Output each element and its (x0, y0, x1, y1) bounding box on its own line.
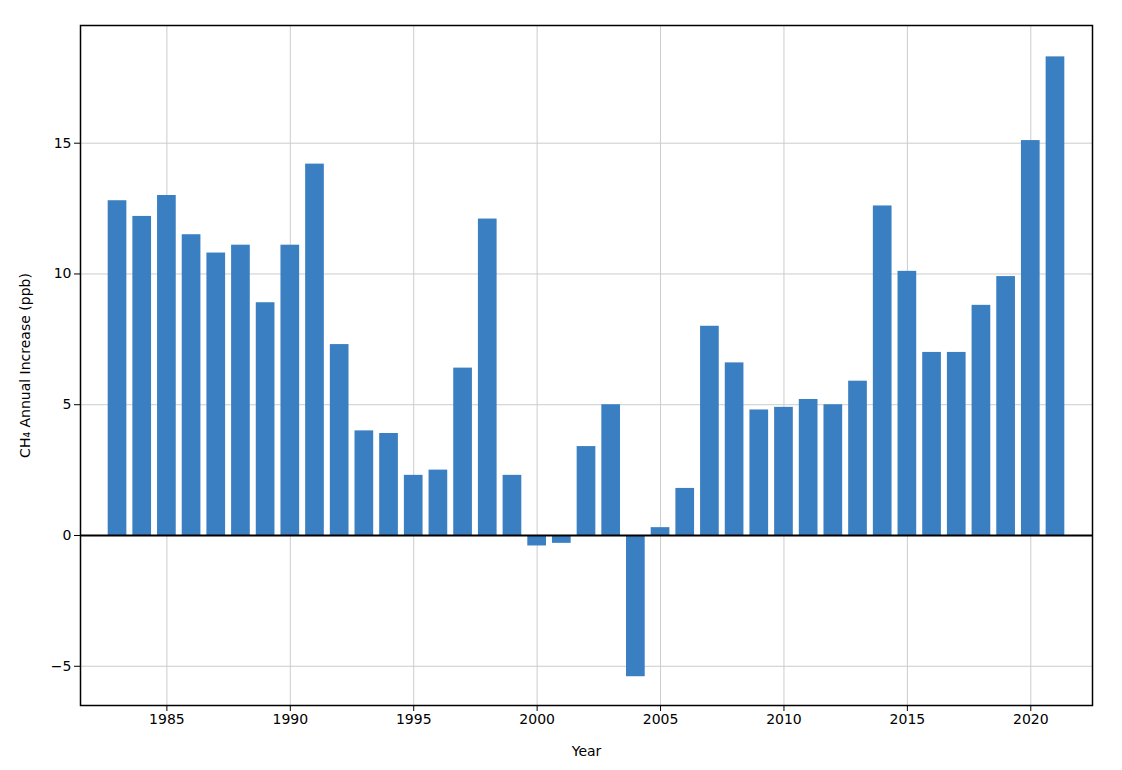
svg-text:−5: −5 (51, 658, 72, 674)
svg-text:0: 0 (63, 527, 72, 543)
svg-text:2005: 2005 (643, 711, 679, 727)
svg-text:2010: 2010 (766, 711, 802, 727)
svg-text:1990: 1990 (272, 711, 308, 727)
svg-text:1995: 1995 (396, 711, 432, 727)
svg-text:15: 15 (54, 135, 72, 151)
svg-text:1985: 1985 (149, 711, 185, 727)
svg-text:5: 5 (63, 396, 72, 412)
svg-text:2000: 2000 (519, 711, 555, 727)
svg-text:CH₄ Annual Increase (ppb): CH₄ Annual Increase (ppb) (17, 273, 33, 458)
svg-text:2015: 2015 (890, 711, 926, 727)
svg-text:2020: 2020 (1013, 711, 1049, 727)
svg-text:10: 10 (54, 265, 72, 281)
svg-text:Year: Year (571, 743, 602, 759)
